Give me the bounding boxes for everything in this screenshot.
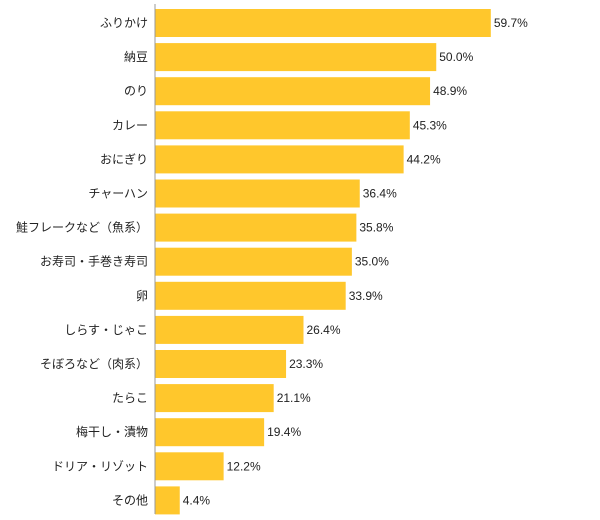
- category-label: ふりかけ: [100, 16, 148, 30]
- bars-group: ふりかけ 59.7% 納豆 50.0% のり 48.9% カレー 45.3% おにぎり 44.2%…: [16, 9, 528, 515]
- bar-9: [155, 281, 346, 310]
- value-label: 44.2%: [407, 152, 441, 166]
- category-label: ドリア・リゾット: [52, 459, 148, 473]
- bar-5: [155, 145, 404, 174]
- category-label: その他: [112, 493, 148, 507]
- bar-8: [155, 247, 352, 276]
- category-label: 卵: [136, 289, 148, 303]
- bar-7: [155, 213, 357, 242]
- category-label: しらす・じゃこ: [64, 323, 148, 337]
- category-label: チャーハン: [88, 187, 148, 201]
- bar-14: [155, 452, 224, 481]
- value-label: 23.3%: [289, 357, 323, 371]
- value-label: 48.9%: [433, 84, 467, 98]
- value-label: 59.7%: [494, 16, 528, 30]
- value-label: 35.8%: [359, 221, 393, 235]
- bar-11: [155, 350, 287, 378]
- category-label: おにぎり: [100, 152, 148, 166]
- value-label: 35.0%: [355, 255, 389, 269]
- category-label: 納豆: [124, 50, 148, 64]
- bar-1: [155, 9, 491, 37]
- category-label: そぼろなど（肉系）: [40, 357, 148, 371]
- value-label: 26.4%: [307, 323, 341, 337]
- category-label: カレー: [112, 118, 148, 132]
- category-label: 鮭フレークなど（魚系）: [16, 220, 148, 235]
- value-label: 12.2%: [227, 459, 261, 473]
- category-label: お寿司・手巻き寿司: [40, 255, 148, 269]
- value-label: 19.4%: [267, 425, 301, 439]
- bar-10: [155, 315, 304, 344]
- bar-6: [155, 179, 360, 208]
- value-label: 50.0%: [439, 50, 473, 64]
- value-label: 36.4%: [363, 187, 397, 201]
- bar-4: [155, 111, 410, 140]
- bar-12: [155, 384, 274, 413]
- category-label: たらこ: [112, 391, 148, 405]
- value-label: 45.3%: [413, 118, 447, 132]
- bar-2: [155, 43, 437, 72]
- category-label: 梅干し・漬物: [76, 424, 148, 439]
- bar-3: [155, 77, 431, 106]
- value-label: 21.1%: [277, 391, 311, 405]
- value-label: 33.9%: [349, 289, 383, 303]
- category-label: のり: [124, 84, 148, 98]
- bar-15: [155, 486, 180, 515]
- value-label: 4.4%: [183, 493, 211, 507]
- bar-13: [155, 418, 265, 447]
